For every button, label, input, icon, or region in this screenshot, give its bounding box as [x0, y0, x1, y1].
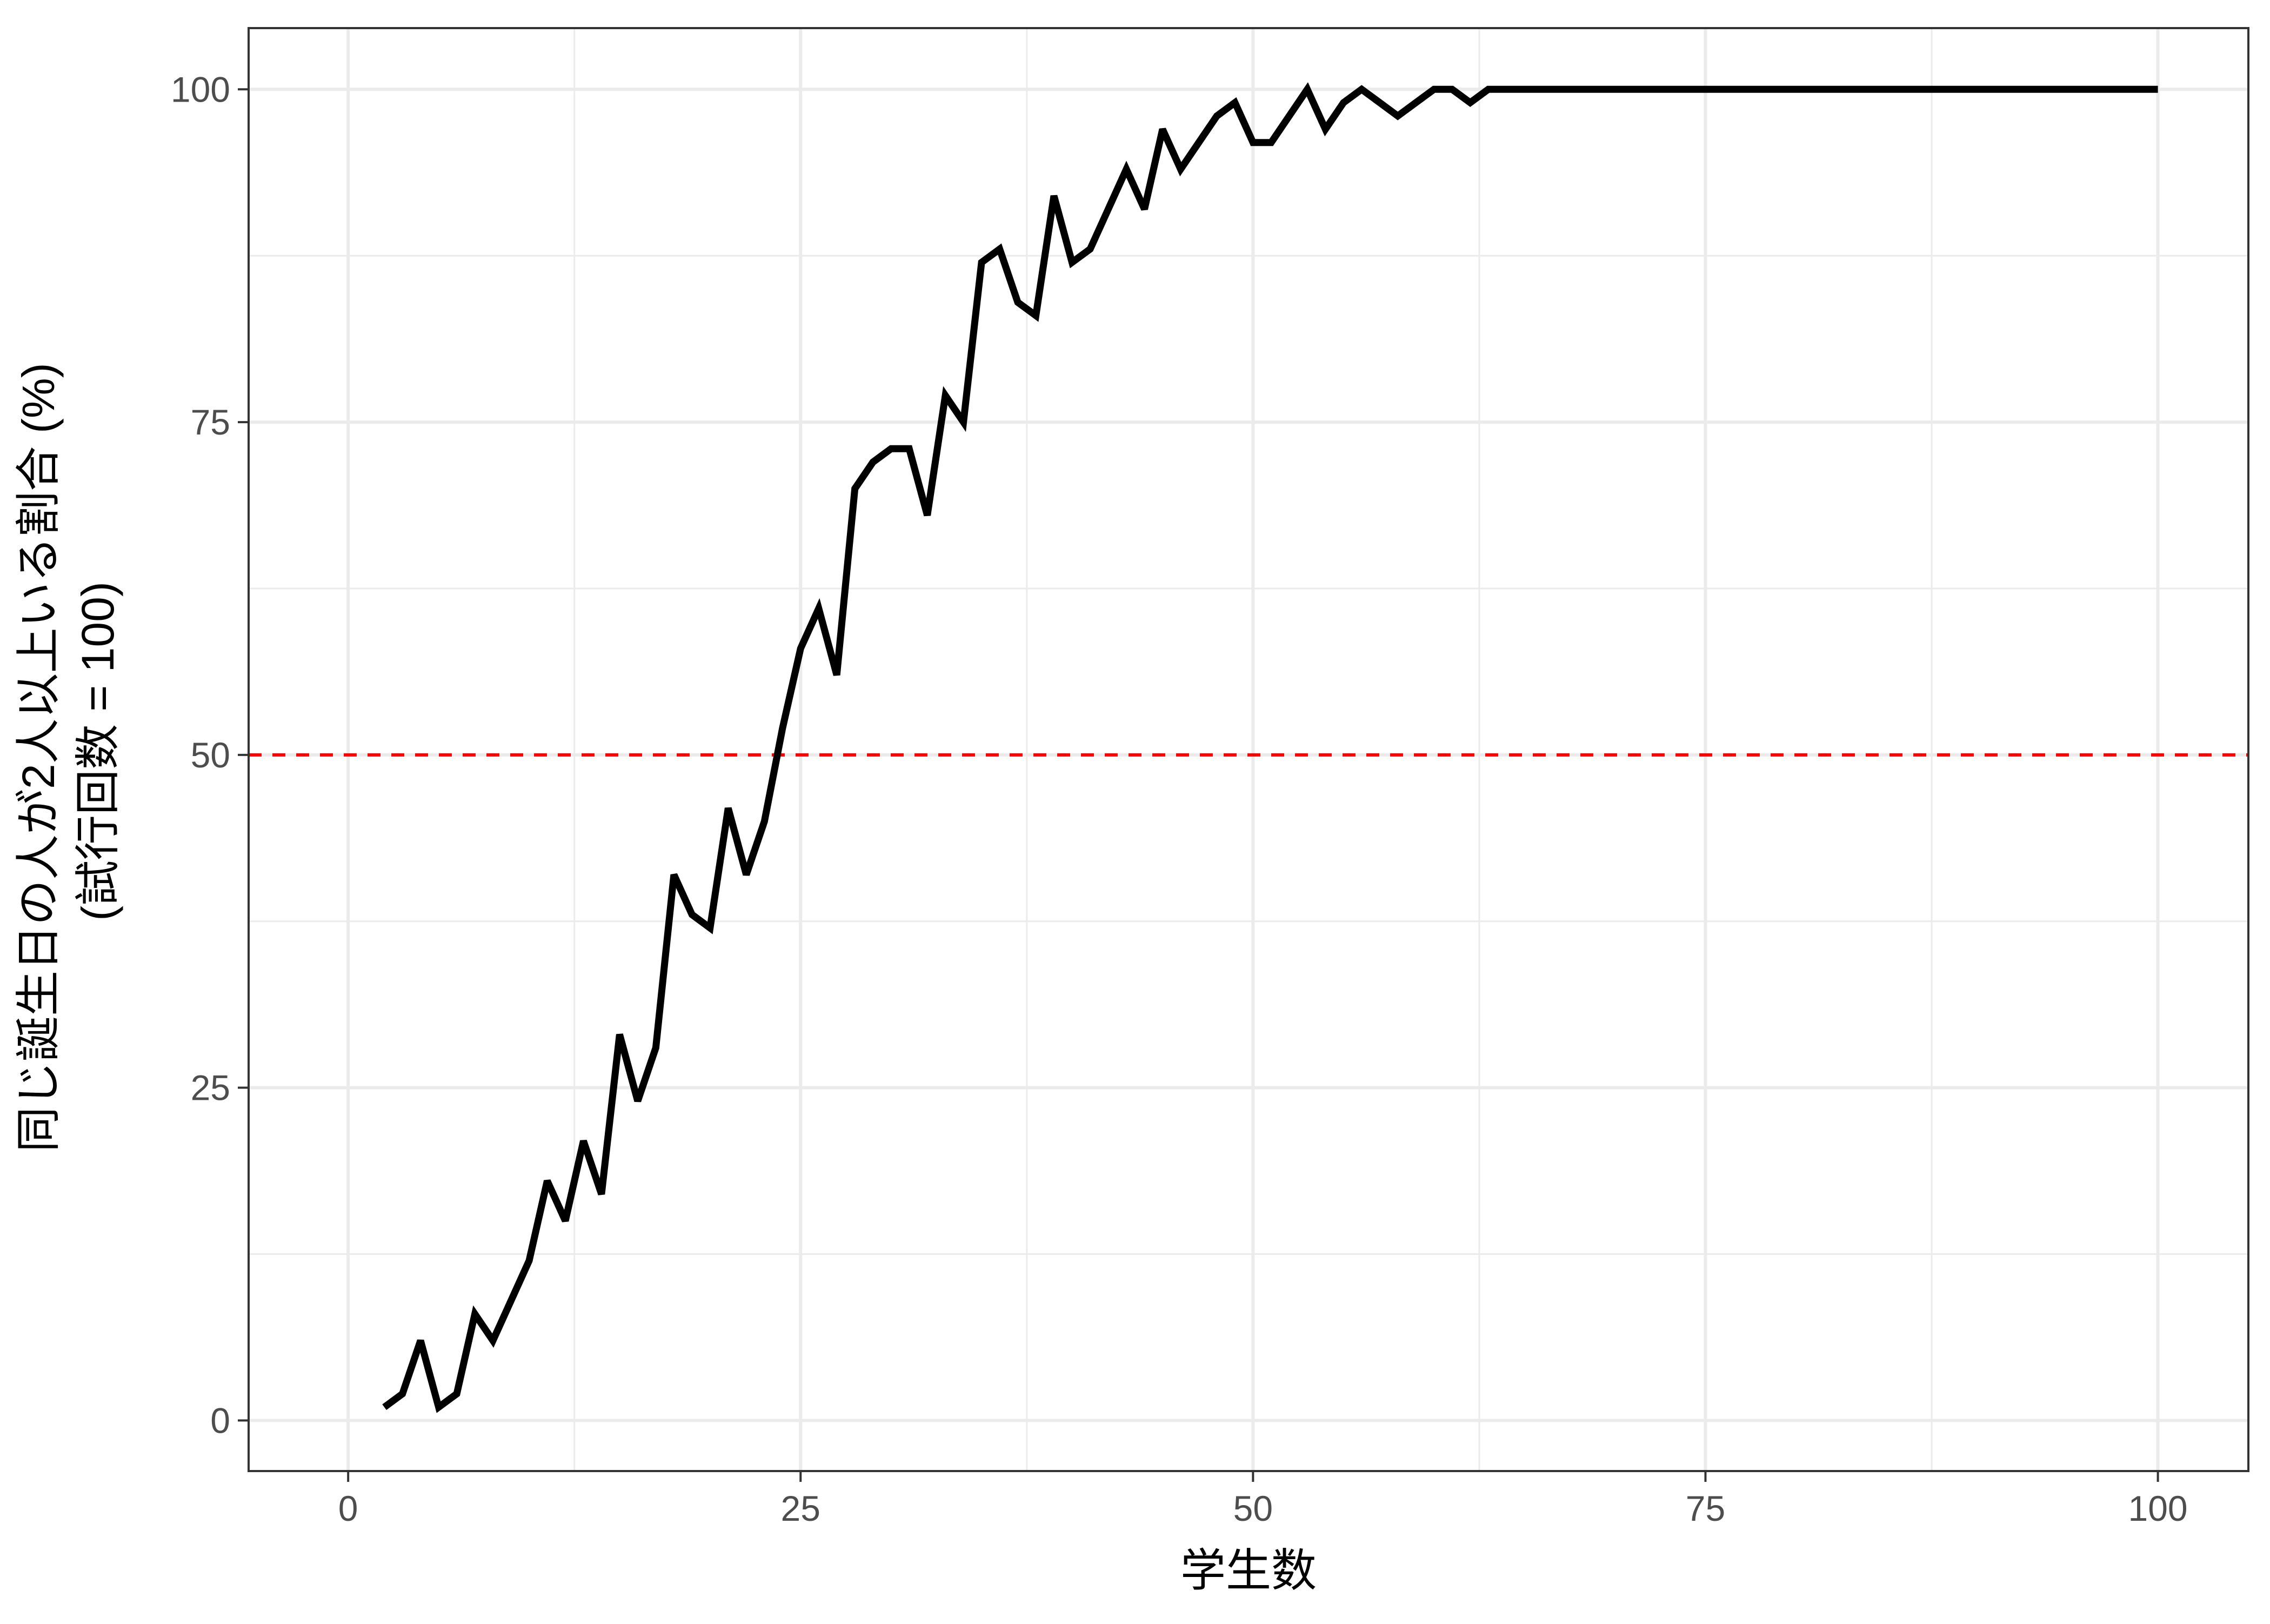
y-tick-label: 0 [210, 1400, 230, 1440]
x-tick-label: 25 [781, 1488, 820, 1528]
y-tick-label: 50 [191, 735, 230, 775]
major-gridlines [249, 28, 2248, 1471]
x-tick-label: 100 [2128, 1488, 2188, 1528]
series-line [382, 82, 2158, 1413]
minor-gridlines [249, 28, 2248, 1471]
x-tick-label: 75 [1686, 1488, 1725, 1528]
panel-border [248, 27, 2249, 1472]
x-tick-label: 0 [338, 1488, 358, 1528]
x-axis-title: 学生数 [1180, 1545, 1317, 1596]
y-tick-label: 25 [191, 1068, 230, 1108]
y-axis-title: 同じ誕生日の人が2人以上いる割合 (%) (試行回数 = 100) [13, 350, 123, 1152]
y-axis-tick-labels: 0 25 50 75 100 [171, 69, 230, 1440]
x-tick-label: 50 [1233, 1488, 1273, 1528]
x-axis-tick-labels: 0 25 50 75 100 [338, 1488, 2188, 1528]
y-tick-label: 75 [191, 402, 230, 442]
series-layer [382, 82, 2158, 1413]
y-axis-title-line-2: (試行回数 = 100) [72, 582, 123, 921]
axis-ticks [238, 88, 2159, 1482]
y-axis-title-line-1: 同じ誕生日の人が2人以上いる割合 (%) [13, 363, 64, 1152]
y-tick-label: 100 [171, 69, 230, 109]
